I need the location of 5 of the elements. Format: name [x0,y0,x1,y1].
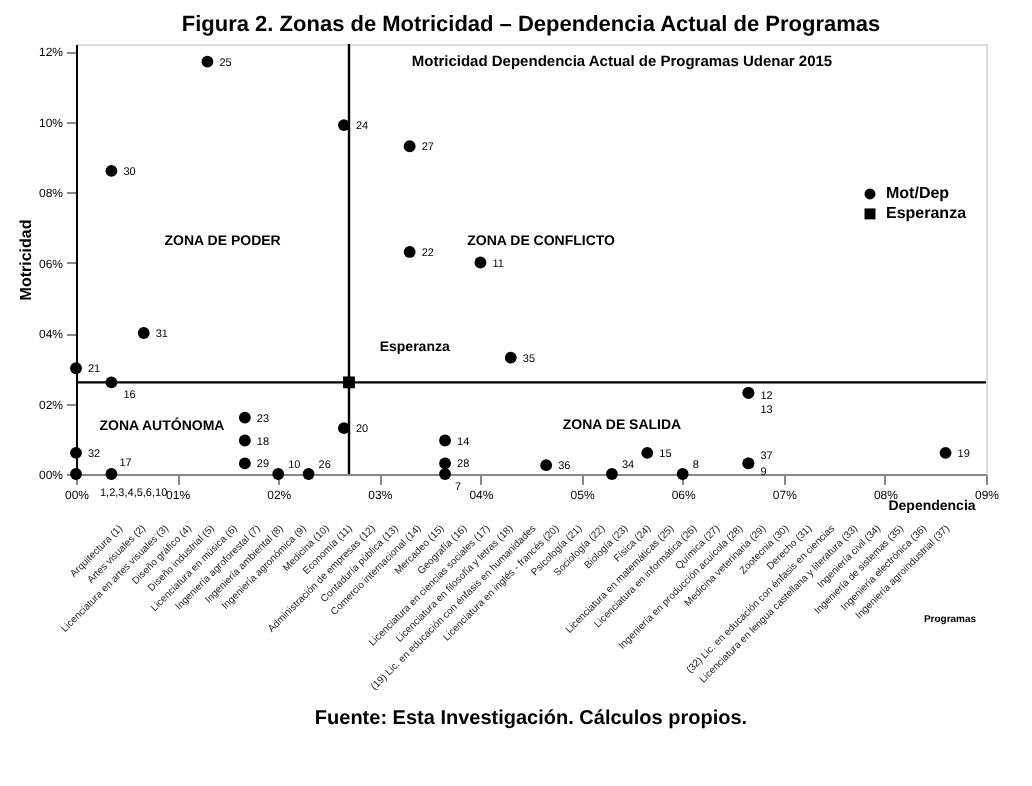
source-note: Fuente: Esta Investigación. Cálculos propios. [314,708,748,730]
y-axis-title: Motricidad [16,219,35,301]
chart-title: Figura 2. Zonas de Motricidad – Dependencia Actual de Programas [181,12,881,37]
legend-label: Esperanza [886,203,968,222]
legend-label: Mot/Dep [886,183,950,202]
